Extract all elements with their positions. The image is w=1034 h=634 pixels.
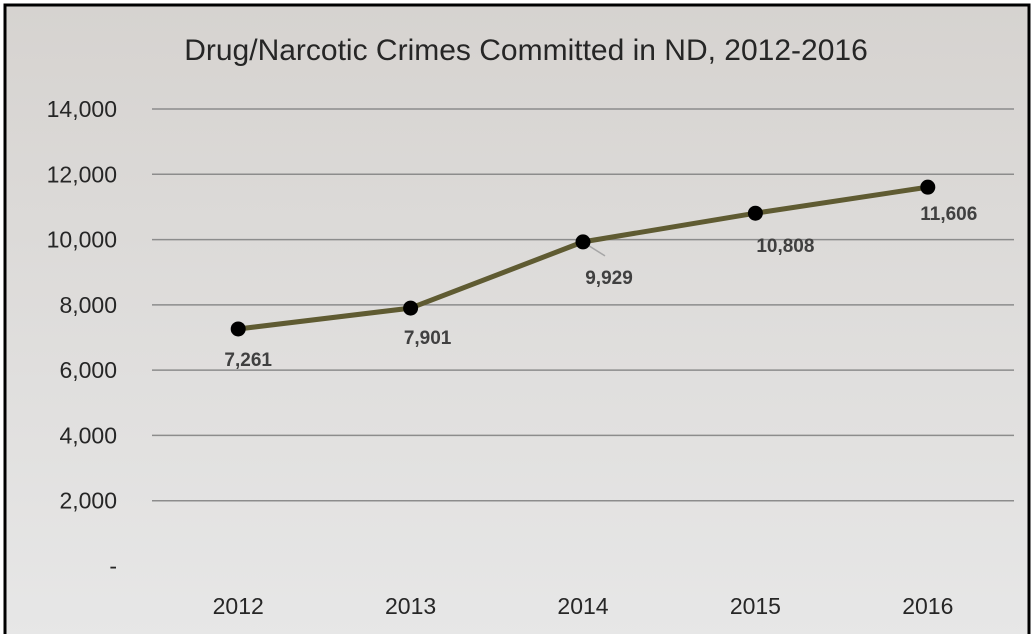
x-tick-label: 2016: [902, 593, 953, 619]
data-label: 7,261: [224, 350, 272, 371]
x-tick-label: 2012: [213, 593, 264, 619]
y-axis-ticks: - 2,000 4,000 6,000 8,000 10,000 12,000 14,000: [47, 96, 117, 579]
series-layer: [230, 179, 936, 337]
data-point-marker: [575, 234, 591, 250]
y-tick-label: 12,000: [47, 161, 117, 187]
y-tick-label: 10,000: [47, 227, 117, 253]
y-tick-label: 2,000: [59, 488, 117, 514]
data-label: 11,606: [920, 204, 977, 225]
chart-title: Drug/Narcotic Crimes Committed in ND, 20…: [184, 34, 868, 67]
y-tick-label: 4,000: [59, 422, 117, 448]
y-tick-label: 6,000: [59, 357, 117, 383]
data-point-marker: [920, 179, 936, 195]
x-tick-label: 2015: [730, 593, 781, 619]
y-tick-label: 14,000: [47, 96, 117, 122]
data-point-marker: [747, 205, 763, 221]
y-tick-label: -: [109, 553, 117, 579]
data-point-marker: [403, 300, 419, 316]
data-labels: 7,261 7,901 9,929 10,808 11,606: [224, 204, 977, 371]
data-label-leader-line: [588, 245, 606, 257]
x-axis-ticks: 2012 2013 2014 2015 2016: [213, 593, 954, 619]
x-tick-label: 2014: [557, 593, 608, 619]
y-tick-label: 8,000: [59, 292, 117, 318]
data-label: 9,929: [585, 268, 633, 289]
x-tick-label: 2013: [385, 593, 436, 619]
chart-background: [3, 3, 1031, 634]
data-point-marker: [230, 321, 246, 337]
data-label: 7,901: [404, 328, 452, 349]
data-label: 10,808: [756, 236, 814, 257]
